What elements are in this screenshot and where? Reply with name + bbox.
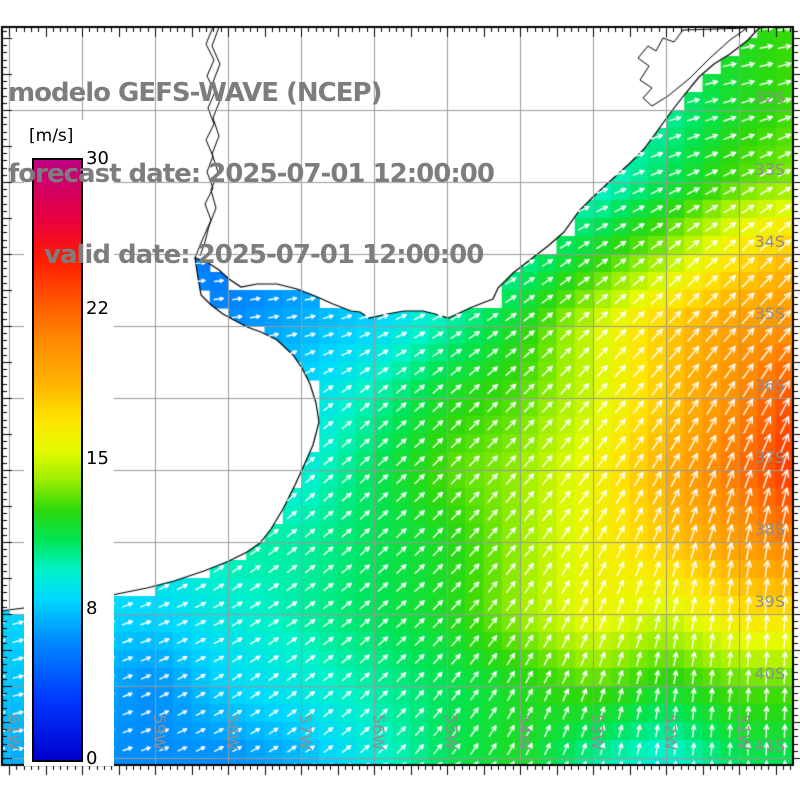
model-title: modelo GEFS-WAVE (NCEP) <box>8 78 382 108</box>
colorbar: [m/s] 30 22 15 8 0 <box>24 120 114 769</box>
colorbar-unit-label: [m/s] <box>29 126 74 146</box>
title-block: modelo GEFS-WAVE (NCEP) forecast date: 2… <box>8 26 495 323</box>
colorbar-tick-label: 8 <box>86 598 98 619</box>
forecast-date-line: forecast date: 2025-07-01 12:00:00 <box>8 159 495 189</box>
colorbar-tick-label: 15 <box>86 448 109 469</box>
colorbar-tick-label: 0 <box>86 748 98 769</box>
colorbar-tick-label: 30 <box>86 148 109 169</box>
colorbar-gradient <box>32 158 83 762</box>
valid-date-line: valid date: 2025-07-01 12:00:00 <box>44 240 484 270</box>
colorbar-tick-label: 22 <box>86 298 109 319</box>
